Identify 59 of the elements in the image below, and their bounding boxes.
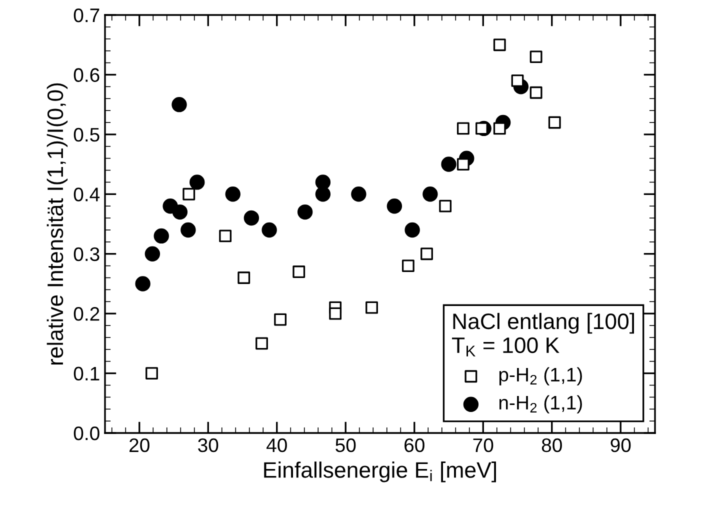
x-axis-title: Einfallsenergie E$_{i}$ [meV] [264, 462, 496, 482]
point [456, 122, 470, 135]
x-tick-label: 80 [542, 438, 562, 452]
point [315, 186, 331, 202]
point [238, 272, 250, 284]
point [422, 186, 438, 202]
point [182, 188, 196, 200]
point [144, 246, 160, 262]
point [219, 230, 232, 242]
point [351, 186, 366, 202]
x-tick-label: 30 [198, 438, 218, 452]
x-tick-label: 60 [404, 438, 424, 452]
point [172, 204, 188, 220]
point [530, 50, 542, 64]
y-tick-label: 0.6 [74, 68, 100, 82]
point [329, 307, 342, 320]
point [297, 204, 313, 220]
point [548, 116, 561, 129]
point [511, 74, 524, 87]
point [135, 276, 150, 292]
x-tick-label: 90 [610, 438, 631, 452]
point [274, 313, 287, 326]
y-tick-label: 0.0 [74, 426, 100, 440]
point [402, 260, 414, 272]
x-tick-label: 20 [130, 438, 150, 452]
point [439, 200, 452, 212]
point [476, 122, 488, 135]
legend-title: NaCl entlang [100] T$_{K}$ = 100 K [452, 312, 634, 356]
point [456, 158, 470, 170]
y-tick-label: 0.7 [74, 8, 100, 22]
point [190, 174, 205, 190]
point [146, 367, 158, 380]
point [530, 86, 542, 99]
y-tick-label: 0.3 [74, 247, 100, 262]
x-tick-label: 70 [473, 438, 494, 452]
legend-label: n-H$_{2}$ (1,1) [499, 395, 582, 414]
y-axis-title: relative Intensität I(1,1)/I(0,0) [46, 83, 68, 365]
point [256, 337, 268, 350]
legend-label: p-H$_{2}$ (1,1) [499, 367, 582, 386]
point [225, 186, 240, 202]
x-tick-label: 40 [266, 438, 287, 452]
point [493, 122, 506, 135]
point [154, 228, 169, 244]
point [180, 222, 196, 238]
point [441, 156, 456, 172]
point [262, 222, 277, 238]
y-tick-label: 0.5 [74, 128, 100, 142]
x-tick-label: 50 [336, 438, 356, 452]
point [366, 301, 378, 314]
point [172, 96, 187, 112]
point [244, 210, 260, 226]
point [386, 198, 402, 214]
y-tick-label: 0.2 [74, 307, 100, 321]
y-tick-label: 0.1 [74, 366, 100, 381]
point [420, 248, 433, 260]
y-tick-label: 0.4 [74, 188, 100, 202]
point [404, 222, 420, 238]
point [493, 38, 506, 52]
point [292, 266, 306, 278]
